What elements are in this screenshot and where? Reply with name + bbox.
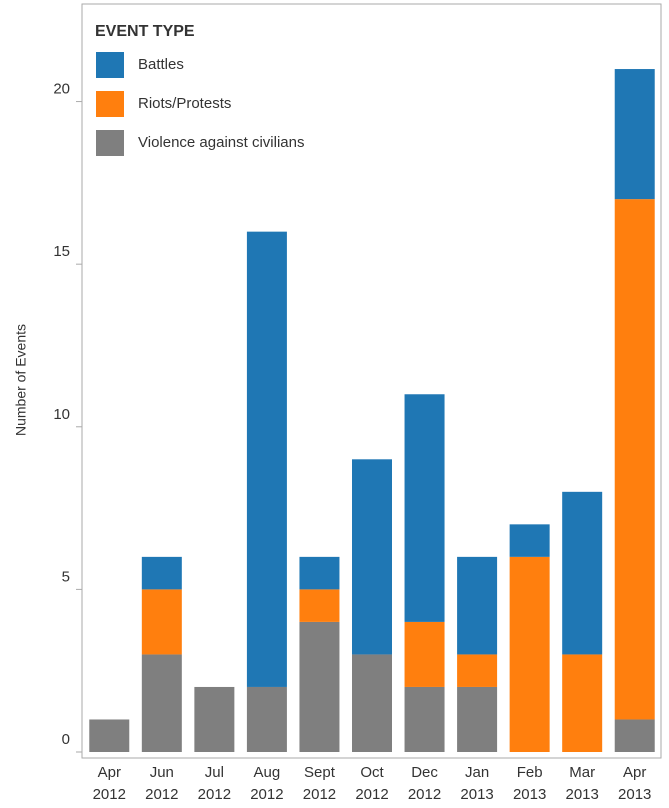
bar-segment <box>404 686 445 752</box>
y-tick-label: 5 <box>62 568 70 585</box>
bar-segment <box>141 556 182 590</box>
bar-segment <box>141 654 182 752</box>
x-tick-label: Apr 2012 <box>92 764 126 803</box>
plot-frame <box>81 3 662 759</box>
bar-segment <box>562 491 603 655</box>
bar-segment <box>404 621 445 687</box>
x-tick-label: Aug 2012 <box>250 764 284 803</box>
bar-segment <box>246 231 287 687</box>
x-tick-label: Dec 2012 <box>407 764 442 803</box>
y-tick-label: 10 <box>53 406 70 423</box>
bar-segment <box>299 589 340 622</box>
bar-segment <box>404 394 445 622</box>
bar-segment <box>614 719 655 752</box>
legend-swatch <box>96 130 124 156</box>
y-tick-label: 20 <box>53 81 70 98</box>
x-tick-label: Oct 2012 <box>355 764 389 803</box>
y-tick-label: 0 <box>62 731 70 748</box>
bar-segment <box>562 654 603 752</box>
bar-segment <box>141 589 182 655</box>
y-axis-label: Number of Events <box>13 324 29 436</box>
bar-segment <box>352 654 392 752</box>
x-tick-label: Jul 2012 <box>197 764 232 803</box>
legend-title: EVENT TYPE <box>95 23 195 40</box>
bar-segment <box>299 556 340 590</box>
x-tick-label: Jan 2013 <box>460 764 494 803</box>
bar-segment <box>614 199 655 720</box>
legend-swatch <box>96 91 124 117</box>
x-tick-label: Feb 2013 <box>512 764 547 803</box>
bar-segment <box>509 556 550 752</box>
legend-label: Riots/Protests <box>138 95 231 112</box>
x-tick-label: Apr 2013 <box>618 764 652 803</box>
bar-segment <box>614 69 655 200</box>
legend-swatch <box>96 52 124 78</box>
bar-segment <box>457 556 498 655</box>
legend-label: Battles <box>138 56 184 73</box>
y-tick-label: 15 <box>53 243 70 260</box>
bar-segment <box>299 621 340 752</box>
x-tick-label: Jun 2012 <box>145 764 179 803</box>
bar-segment <box>352 459 392 655</box>
bar-segment <box>194 686 235 752</box>
bar-segment <box>89 719 130 752</box>
bar-segment <box>246 686 287 752</box>
bar-segment <box>509 524 550 557</box>
bar-segment <box>457 686 498 752</box>
x-tick-label: Mar 2013 <box>565 764 599 803</box>
x-tick-label: Sept 2012 <box>302 764 337 803</box>
legend-label: Violence against civilians <box>138 134 305 151</box>
bar-segment <box>457 654 498 687</box>
